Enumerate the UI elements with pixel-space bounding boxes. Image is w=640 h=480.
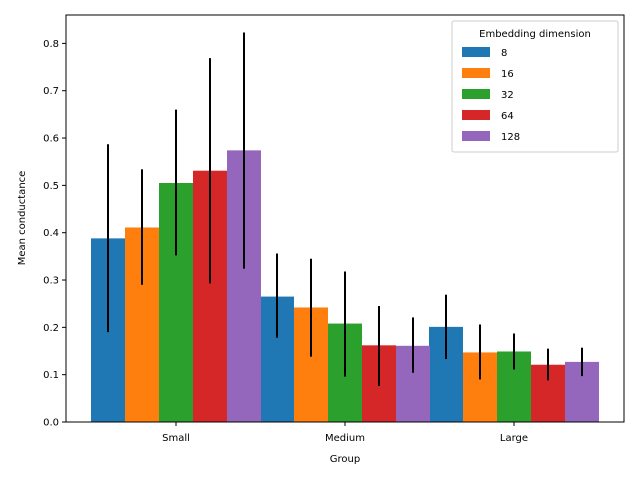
y-axis: 0.0 0.1 0.2 0.3 0.4 0.5 0.6 0.7 0.8 [43, 39, 66, 429]
legend-swatch [462, 89, 490, 99]
y-tick-label: 0.2 [43, 323, 59, 334]
y-tick-label: 0.7 [43, 86, 59, 97]
y-tick-label: 0.1 [43, 370, 59, 381]
y-tick-label: 0.3 [43, 276, 59, 287]
x-axis-label: Group [330, 454, 360, 465]
legend-label: 32 [501, 90, 514, 101]
y-axis-label: Mean conductance [17, 171, 28, 266]
legend-swatch [462, 131, 490, 141]
y-tick-label: 0.6 [43, 134, 59, 145]
legend-label: 128 [501, 132, 520, 143]
error-bars-layer [107, 32, 583, 387]
x-tick-label: Medium [325, 433, 365, 444]
legend-label: 8 [501, 48, 507, 59]
x-tick-label: Large [500, 433, 528, 444]
legend-label: 64 [501, 111, 514, 122]
legend-swatch [462, 110, 490, 120]
legend-items: 8 16 32 64 128 [462, 47, 520, 143]
legend-swatch [462, 47, 490, 57]
legend-swatch [462, 68, 490, 78]
legend-title: Embedding dimension [479, 29, 591, 40]
y-tick-label: 0.4 [43, 228, 59, 239]
legend-box [451, 20, 619, 153]
x-tick-label: Small [162, 433, 190, 444]
legend-label: 16 [501, 69, 514, 80]
y-tick-label: 0.5 [43, 181, 59, 192]
y-tick-label: 0.0 [43, 418, 59, 429]
y-tick-label: 0.8 [43, 39, 59, 50]
legend: Embedding dimension 8 16 32 64 128 [451, 20, 619, 153]
x-axis: Small Medium Large [162, 422, 528, 444]
